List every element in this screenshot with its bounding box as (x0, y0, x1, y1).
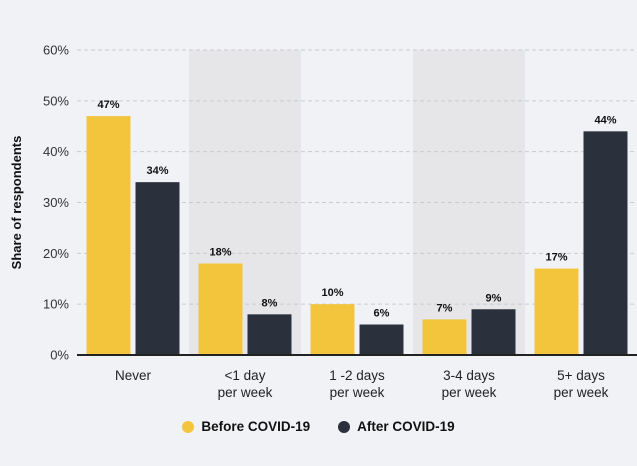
y-tick-label: 20% (43, 246, 69, 261)
legend-item-before[interactable]: Before COVID-19 (182, 419, 310, 434)
x-tick-label: Never (115, 368, 152, 383)
x-tick-label: per week (442, 385, 497, 400)
legend-swatch-before (182, 420, 195, 433)
y-tick-label: 60% (43, 43, 69, 58)
data-label: 47% (97, 99, 119, 111)
bar (583, 131, 628, 355)
data-label: 44% (594, 114, 616, 126)
data-label: 9% (486, 292, 502, 304)
y-tick-label: 50% (43, 93, 69, 108)
x-tick-label: <1 day (225, 368, 266, 383)
data-label: 8% (262, 297, 278, 309)
bar (534, 268, 579, 355)
legend-label-after: After COVID-19 (357, 419, 455, 434)
y-tick-label: 40% (43, 144, 69, 159)
legend: Before COVID-19 After COVID-19 (0, 419, 637, 434)
data-label: 18% (209, 247, 231, 259)
x-tick-label: 1 -2 days (329, 368, 385, 383)
bar (359, 324, 404, 355)
bar (471, 309, 516, 355)
bar (247, 314, 292, 355)
bar (135, 182, 180, 355)
bar (310, 304, 355, 355)
legend-item-after[interactable]: After COVID-19 (338, 419, 455, 434)
data-label: 10% (321, 287, 343, 299)
legend-label-before: Before COVID-19 (201, 419, 311, 434)
data-label: 17% (545, 252, 567, 264)
x-tick-label: per week (554, 385, 609, 400)
x-tick-label: 3-4 days (443, 368, 495, 383)
data-label: 34% (146, 165, 168, 177)
y-tick-label: 10% (43, 297, 69, 312)
x-tick-label: 5+ days (557, 368, 605, 383)
bar (86, 116, 131, 355)
bar (422, 319, 467, 355)
x-tick-label: per week (330, 385, 385, 400)
y-tick-label: 30% (43, 195, 69, 210)
data-label: 7% (437, 302, 453, 314)
data-label: 6% (374, 308, 390, 320)
y-axis-title: Share of respondents (9, 136, 24, 270)
bar (198, 263, 243, 355)
y-tick-label: 0% (50, 348, 69, 363)
legend-swatch-after (338, 420, 351, 433)
x-tick-label: per week (218, 385, 273, 400)
